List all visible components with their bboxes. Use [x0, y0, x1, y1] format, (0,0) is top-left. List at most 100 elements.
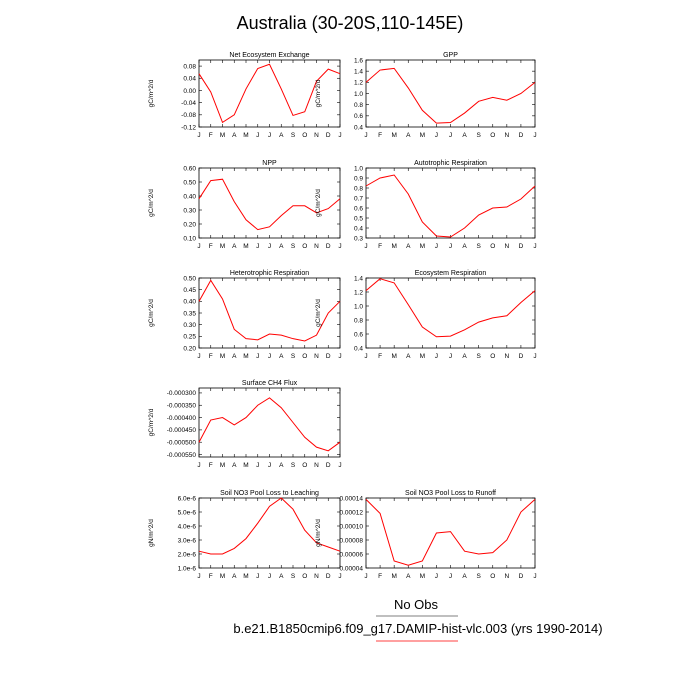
- x-tick-label: A: [232, 132, 237, 139]
- y-tick-label: 0.08: [183, 63, 196, 70]
- y-tick-label: 0.9: [354, 175, 363, 182]
- x-tick-label: A: [406, 353, 411, 360]
- x-tick-label: A: [406, 243, 411, 250]
- x-tick-label: J: [197, 573, 200, 580]
- x-tick-label: A: [279, 132, 284, 139]
- y-tick-label: 0.6: [354, 113, 363, 120]
- y-tick-label: 0.6: [354, 331, 363, 338]
- x-tick-label: A: [406, 573, 411, 580]
- x-tick-label: A: [232, 573, 237, 580]
- y-tick-label: 1.2: [354, 289, 363, 296]
- x-tick-label: S: [291, 573, 296, 580]
- plot-frame: [365, 59, 536, 128]
- x-tick-label: M: [243, 462, 248, 469]
- y-axis-label: gC/m^2/d: [315, 79, 322, 107]
- y-axis-label: gC/m^2/d: [148, 79, 155, 107]
- x-tick-label: S: [476, 573, 481, 580]
- x-tick-label: M: [243, 353, 248, 360]
- y-axis-label: gC/m^2/d: [315, 299, 322, 327]
- y-tick-label: 0.00004: [340, 565, 364, 572]
- x-tick-label: J: [268, 462, 271, 469]
- panel-title: Autotrophic Respiration: [414, 160, 487, 167]
- y-axis-label: gN/m^2/d: [315, 519, 322, 547]
- x-tick-label: A: [462, 243, 467, 250]
- y-tick-label: 0.25: [183, 334, 196, 341]
- x-tick-label: N: [504, 573, 509, 580]
- x-tick-label: A: [462, 573, 467, 580]
- x-tick-label: J: [338, 573, 341, 580]
- x-tick-label: M: [420, 353, 425, 360]
- y-axis-label: gC/m^2/d: [148, 408, 155, 436]
- y-tick-label: -0.12: [181, 124, 196, 131]
- y-tick-label: 0.40: [183, 299, 196, 306]
- y-tick-label: 0.40: [183, 193, 196, 200]
- x-tick-label: M: [220, 353, 225, 360]
- plot-frame: [365, 497, 536, 569]
- x-tick-label: J: [256, 243, 259, 250]
- y-tick-label: 1.4: [354, 275, 363, 282]
- case-label: b.e21.B1850cmip6.f09_g17.DAMIP-hist-vlc.…: [233, 621, 602, 636]
- series-line: [365, 278, 536, 338]
- y-tick-label: 0.6: [354, 205, 363, 212]
- x-tick-label: N: [314, 573, 319, 580]
- y-tick-label: 0.7: [354, 195, 363, 202]
- panel-6: Ecosystem Respiration gC/m^2/d 0.4 0.6 0.8 1.…: [315, 270, 537, 360]
- y-tick-label: 0.8: [354, 185, 363, 192]
- x-tick-label: D: [519, 573, 524, 580]
- x-tick-label: J: [449, 353, 452, 360]
- x-tick-label: O: [490, 243, 495, 250]
- y-tick-label: 1.0e-6: [178, 565, 197, 572]
- x-tick-label: J: [435, 132, 438, 139]
- x-tick-label: A: [279, 573, 284, 580]
- x-tick-label: J: [435, 243, 438, 250]
- x-tick-label: N: [504, 243, 509, 250]
- y-tick-label: 0.35: [183, 310, 196, 317]
- x-tick-label: D: [326, 243, 331, 250]
- x-tick-label: J: [338, 353, 341, 360]
- x-tick-label: J: [435, 573, 438, 580]
- x-tick-label: J: [268, 353, 271, 360]
- panels-group: Net Ecosystem Exchange gC/m^2/d -0.12 -0.08…: [148, 52, 537, 580]
- x-tick-label: D: [326, 132, 331, 139]
- x-tick-label: J: [256, 353, 259, 360]
- y-axis-label: gC/m^2/d: [148, 189, 155, 217]
- x-tick-label: S: [291, 132, 296, 139]
- x-tick-label: M: [391, 353, 396, 360]
- y-tick-label: 5.0e-6: [178, 509, 197, 516]
- panel-8: Soil NO3 Pool Loss to Leaching gN/m^2/d 1.…: [148, 490, 342, 580]
- y-tick-label: 0.8: [354, 317, 363, 324]
- x-tick-label: D: [326, 462, 331, 469]
- y-tick-label: -0.000450: [167, 427, 197, 434]
- panel-title: Soil NO3 Pool Loss to Leaching: [220, 490, 319, 497]
- panel-2: GPP gC/m^2/d 0.4 0.6 0.8 1.0 1.2 1.4 1.6 J F M A M J J A…: [315, 52, 537, 139]
- x-tick-label: M: [243, 573, 248, 580]
- x-tick-label: M: [420, 573, 425, 580]
- x-tick-label: O: [302, 573, 307, 580]
- x-tick-label: M: [220, 243, 225, 250]
- x-tick-label: J: [435, 353, 438, 360]
- y-tick-label: 0.8: [354, 102, 363, 109]
- x-tick-label: J: [338, 462, 341, 469]
- x-tick-label: M: [391, 132, 396, 139]
- x-tick-label: M: [420, 132, 425, 139]
- plot-frame: [365, 167, 536, 239]
- x-tick-label: O: [302, 243, 307, 250]
- y-tick-label: 4.0e-6: [178, 523, 197, 530]
- y-tick-label: 0.3: [354, 235, 363, 242]
- x-tick-label: J: [197, 462, 200, 469]
- x-tick-label: N: [504, 132, 509, 139]
- y-tick-label: 0.00006: [340, 551, 364, 558]
- y-tick-label: 0.10: [183, 235, 196, 242]
- x-tick-label: S: [476, 132, 481, 139]
- y-tick-label: 0.50: [183, 179, 196, 186]
- panel-1: Net Ecosystem Exchange gC/m^2/d -0.12 -0.08…: [148, 52, 342, 139]
- no-obs-label: No Obs: [394, 597, 439, 612]
- y-tick-label: 0.5: [354, 215, 363, 222]
- x-tick-label: J: [449, 132, 452, 139]
- panel-9: Soil NO3 Pool Loss to Runoff gN/m^2/d 0.00…: [315, 490, 537, 580]
- x-tick-label: J: [256, 462, 259, 469]
- x-tick-label: A: [232, 243, 237, 250]
- x-tick-label: J: [533, 573, 536, 580]
- x-tick-label: N: [314, 132, 319, 139]
